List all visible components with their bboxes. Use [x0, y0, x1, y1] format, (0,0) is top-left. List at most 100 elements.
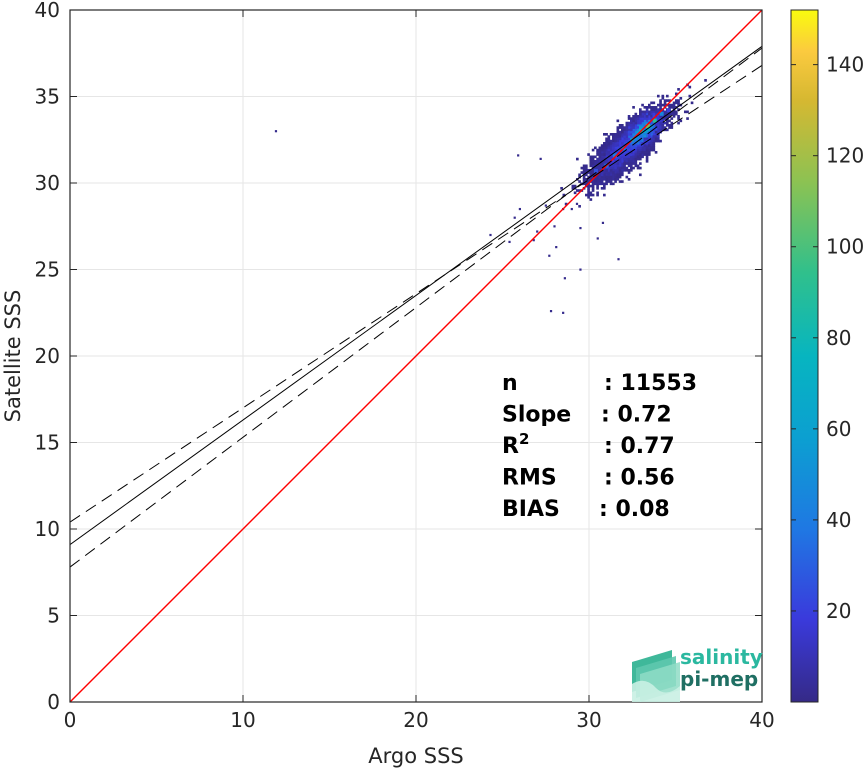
density-cell: [630, 166, 633, 170]
density-cell: [650, 146, 653, 150]
density-cell: [632, 162, 635, 165]
density-cell: [670, 103, 674, 107]
density-cell: [627, 171, 631, 174]
density-cell: [623, 159, 626, 163]
density-cell: [596, 164, 599, 168]
density-cell: [650, 135, 653, 138]
density-cell: [647, 133, 651, 136]
density-cell: [645, 157, 649, 161]
density-cell: [654, 137, 658, 141]
density-cell: [582, 182, 586, 186]
density-cell: [638, 146, 642, 150]
density-cell: [643, 119, 647, 123]
density-cell: [618, 155, 622, 159]
density-cell: [603, 168, 606, 172]
density-cell: [672, 112, 676, 116]
density-cell: [621, 139, 624, 143]
density-cell: [638, 115, 642, 118]
density-cell: [621, 141, 624, 145]
density-cell: [600, 186, 604, 190]
density-cell: [630, 119, 633, 123]
outlier-point: [575, 202, 579, 205]
density-cell: [596, 182, 599, 186]
density-cell: [603, 155, 606, 159]
density-cell: [603, 175, 606, 179]
density-cell: [652, 128, 656, 132]
density-cell: [607, 150, 611, 154]
density-cell: [650, 130, 653, 134]
density-cell: [587, 175, 590, 179]
density-cell: [616, 177, 620, 181]
density-cell: [636, 115, 640, 118]
density-cell: [609, 175, 613, 179]
density-cell: [636, 146, 640, 150]
density-cell: [627, 148, 631, 152]
density-cell: [621, 168, 624, 172]
density-cell: [607, 135, 611, 138]
density-cell: [623, 126, 626, 129]
density-cell: [587, 189, 590, 192]
outlier-point: [562, 311, 565, 314]
density-cell: [632, 150, 635, 154]
x-axis-label: Argo SSS: [368, 744, 463, 768]
density-cell: [614, 144, 617, 147]
density-cell: [585, 166, 588, 170]
density-cell: [627, 146, 631, 150]
density-cell: [654, 139, 658, 143]
density-cell: [621, 130, 624, 134]
density-cell: [647, 148, 651, 152]
density-cell: [616, 173, 620, 177]
density-cell: [632, 128, 635, 132]
density-cell: [636, 137, 640, 141]
density-cell: [623, 137, 626, 141]
density-cell: [609, 139, 613, 143]
density-cell: [634, 144, 638, 147]
density-cell: [654, 130, 658, 134]
density-cell: [630, 148, 633, 152]
outlier-point: [563, 277, 566, 280]
density-cell: [594, 166, 597, 170]
density-cell: [609, 168, 613, 172]
density-cell: [643, 139, 647, 143]
density-cell: [623, 128, 626, 132]
density-cell: [643, 115, 647, 118]
density-cell: [585, 168, 588, 172]
outlier-point: [601, 221, 605, 224]
density-cell: [670, 112, 674, 116]
density-cell: [638, 141, 642, 145]
density-cell: [643, 124, 647, 127]
density-cell: [621, 144, 624, 147]
density-cell: [612, 171, 615, 174]
density-cell: [618, 173, 622, 177]
density-cell: [665, 128, 669, 132]
density-cell: [618, 144, 622, 147]
density-cell: [609, 150, 613, 154]
density-cell: [677, 115, 680, 118]
density-cell: [656, 126, 660, 129]
density-cell: [672, 110, 676, 114]
density-cell: [652, 126, 656, 129]
density-cell: [656, 128, 660, 132]
density-cell: [616, 162, 620, 165]
outlier-point: [548, 254, 551, 257]
density-cell: [612, 173, 615, 177]
stat-value: : 11553: [604, 371, 697, 396]
density-cell: [607, 157, 611, 161]
density-cell: [603, 150, 606, 154]
density-cell: [576, 157, 579, 161]
density-cell: [605, 148, 608, 152]
density-cell: [614, 168, 617, 172]
density-cell: [638, 148, 642, 152]
density-cell: [654, 108, 658, 111]
density-cell: [600, 153, 604, 156]
density-cell: [578, 189, 581, 192]
density-cell: [587, 193, 590, 197]
density-cell: [616, 139, 620, 143]
density-cell: [616, 130, 620, 134]
density-cell: [668, 119, 671, 123]
density-cell: [609, 162, 613, 165]
density-cell: [679, 97, 683, 100]
density-cell: [641, 137, 644, 141]
density-cell: [632, 155, 635, 159]
density-cell: [663, 110, 667, 114]
